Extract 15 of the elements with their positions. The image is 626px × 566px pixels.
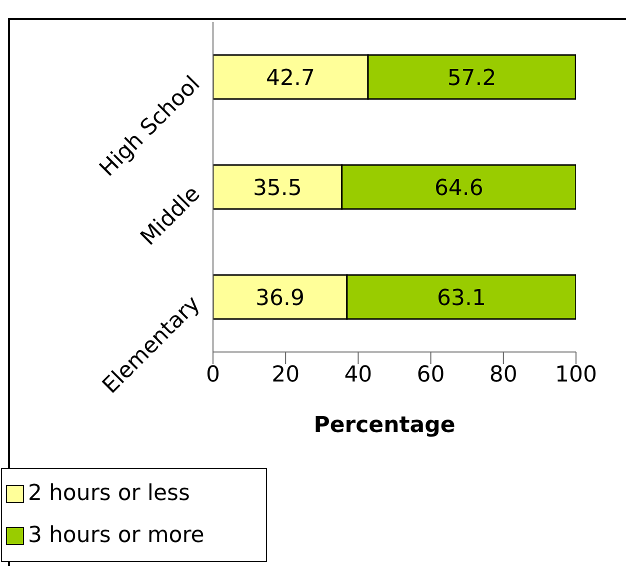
- data-label: 35.5: [252, 176, 302, 201]
- data-label: 64.6: [434, 176, 484, 201]
- x-tick-label: 80: [489, 362, 518, 388]
- x-tick-label: 60: [416, 362, 445, 388]
- data-label: 42.7: [266, 66, 315, 91]
- data-label: 57.2: [447, 66, 496, 91]
- data-label: 36.9: [255, 286, 304, 311]
- x-tick-label: 40: [344, 362, 372, 388]
- x-tick-label: 0: [206, 362, 220, 388]
- legend-label: 2 hours or less: [28, 480, 190, 508]
- legend-label: 3 hours or more: [28, 522, 204, 550]
- x-axis-title: Percentage: [314, 413, 456, 438]
- data-label: 63.1: [436, 286, 486, 311]
- x-tick-label: 20: [272, 362, 300, 388]
- x-tick-label: 100: [555, 362, 597, 388]
